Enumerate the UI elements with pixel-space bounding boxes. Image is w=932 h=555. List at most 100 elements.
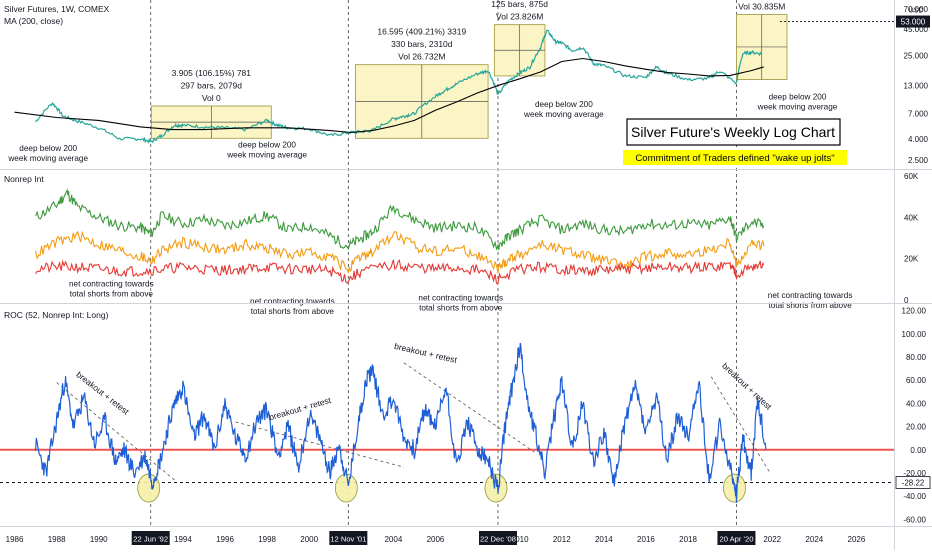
time-axis-tick: 2018 <box>679 535 697 544</box>
measure-box-label: Vol 0 <box>202 93 221 103</box>
measure-box-label: 297 bars, 2079d <box>181 80 243 90</box>
price-note-text: week moving average <box>7 154 88 163</box>
price-axis-tick: 13.000 <box>904 81 929 90</box>
roc-axis[interactable]: 120.00 100.00 80.00 60.00 40.00 20.00 0.00 -20.… <box>895 307 931 525</box>
time-axis-tick: 2024 <box>805 535 823 544</box>
price-pane-title: Silver Futures, 1W, COMEX <box>4 4 110 14</box>
jolt-ellipses <box>137 473 746 503</box>
cot-note-text: net contracting towards <box>418 293 503 302</box>
cot-note-text: total shorts from above <box>768 301 852 310</box>
roc-series-line <box>35 342 767 503</box>
price-note-text: deep below 200 <box>238 141 296 150</box>
cot-axis[interactable]: 60K 40K 20K 0 <box>904 172 919 305</box>
date-badge <box>131 531 170 545</box>
cot-note-text: total shorts from above <box>419 303 503 312</box>
price-axis-tick: 70.000 <box>904 5 929 14</box>
price-axis-tick: 45.000 <box>904 25 929 34</box>
measure-box-label: Vol 26.732M <box>398 52 445 62</box>
price-axis-tick: 2.500 <box>908 156 929 165</box>
time-axis-tick: 2026 <box>848 535 866 544</box>
time-axis-tick: 2010 <box>511 535 529 544</box>
cot-axis-tick: 40K <box>904 213 919 222</box>
cot-long-line <box>35 188 765 251</box>
ma-legend-label: MA (200, close) <box>4 16 63 26</box>
price-note-text: deep below 200 <box>769 93 827 102</box>
roc-axis-tick: 20.00 <box>906 423 927 432</box>
price-pane[interactable]: 3.905 (106.15%) 781 297 bars, 2079d Vol 0 1… <box>4 0 847 165</box>
chart-title: Silver Future's Weekly Log Chart <box>631 124 835 140</box>
measure-box-label: 125 bars, 875d <box>491 0 548 9</box>
roc-axis-tick: 80.00 <box>906 353 927 362</box>
cot-note-text: total shorts from above <box>70 290 154 299</box>
cot-axis-tick: 60K <box>904 172 919 181</box>
cot-note-text: net contracting towards <box>768 291 853 300</box>
last-value-text: 53.000 <box>901 18 926 27</box>
roc-axis-tick: 40.00 <box>906 399 927 408</box>
price-axis-tick: 25.000 <box>904 52 929 61</box>
time-axis-tick: 2000 <box>300 535 318 544</box>
threshold-badge <box>895 476 931 489</box>
breakout-trendline <box>235 421 405 468</box>
time-axis-tick: 1994 <box>174 535 192 544</box>
price-axis[interactable]: 70.000 45.000 25.000 13.000 7.000 4.000 2.500 5… <box>780 5 930 165</box>
measure-box-label: 16.595 (409.21%) 3319 <box>377 27 466 37</box>
roc-axis-tick: -20.00 <box>903 469 926 478</box>
cot-note-text: net contracting towards <box>250 297 335 306</box>
roc-axis-tick: 100.00 <box>902 330 927 339</box>
cot-axis-tick: 0 <box>904 296 909 305</box>
roc-pane-title: ROC (52, Nonrep Int: Long) <box>4 310 109 320</box>
measure-box-label: Vol 30.835M <box>738 1 785 11</box>
jolt-ellipse <box>334 473 358 503</box>
time-axis-tick: 2006 <box>427 535 445 544</box>
last-value-badge <box>896 15 930 28</box>
price-note-text: week moving average <box>523 110 604 119</box>
time-axis-tick: 1986 <box>6 535 24 544</box>
price-axis-tick: 4.000 <box>908 135 929 144</box>
time-axis-tick: 2022 <box>763 535 781 544</box>
price-note-text: week moving average <box>757 103 838 112</box>
breakout-trendline <box>710 376 771 474</box>
time-axis-tick: 2016 <box>637 535 655 544</box>
currency-label: USD <box>909 8 924 15</box>
time-axis-tick: 2012 <box>553 535 571 544</box>
roc-axis-tick: 120.00 <box>902 307 927 316</box>
date-badge <box>717 531 756 545</box>
price-note-text: deep below 200 <box>535 100 593 109</box>
cot-note-text: total shorts from above <box>251 307 335 316</box>
date-badge <box>478 531 517 545</box>
cot-net-line <box>35 230 765 274</box>
date-badge-text: 12 Nov '01 <box>330 535 366 544</box>
time-axis-tick: 1996 <box>216 535 234 544</box>
measure-box-label: 3.905 (106.15%) 781 <box>172 68 252 78</box>
breakout-trendline <box>403 362 535 453</box>
roc-axis-tick: 0.00 <box>910 446 926 455</box>
date-badge-text: 22 Jun '92 <box>133 535 168 544</box>
time-axis-tick: 1988 <box>48 535 66 544</box>
time-axis[interactable]: 1986 1988 1990 1994 1996 1998 2000 2004 2006 2010… <box>6 531 866 545</box>
measure-boxes: 3.905 (106.15%) 781 297 bars, 2079d Vol 0 1… <box>150 0 788 139</box>
cot-note-text: net contracting towards <box>69 280 154 289</box>
roc-axis-tick: -60.00 <box>903 515 926 524</box>
ma-200-line <box>14 57 764 134</box>
cot-pane-title: Nonrep Int <box>4 174 44 184</box>
threshold-badge-text: -28.22 <box>902 479 925 488</box>
breakout-trendlines <box>56 362 771 481</box>
time-axis-tick: 1990 <box>90 535 108 544</box>
time-axis-tick: 2014 <box>595 535 613 544</box>
price-note-text: deep below 200 <box>19 144 77 153</box>
date-badge-text: 22 Dec '08 <box>480 535 516 544</box>
time-axis-tick: 2004 <box>384 535 402 544</box>
vertical-date-markers <box>150 0 737 526</box>
chart-title-box: Silver Future's Weekly Log Chart <box>626 118 841 146</box>
roc-axis-tick: 60.00 <box>906 376 927 385</box>
wake-up-callout: Commitment of Traders defined "wake up j… <box>623 150 847 165</box>
price-axis-tick: 7.000 <box>908 109 929 118</box>
cot-short-line <box>35 259 765 285</box>
jolt-ellipse <box>484 473 508 503</box>
date-badge-text: 20 Apr '20 <box>719 535 753 544</box>
